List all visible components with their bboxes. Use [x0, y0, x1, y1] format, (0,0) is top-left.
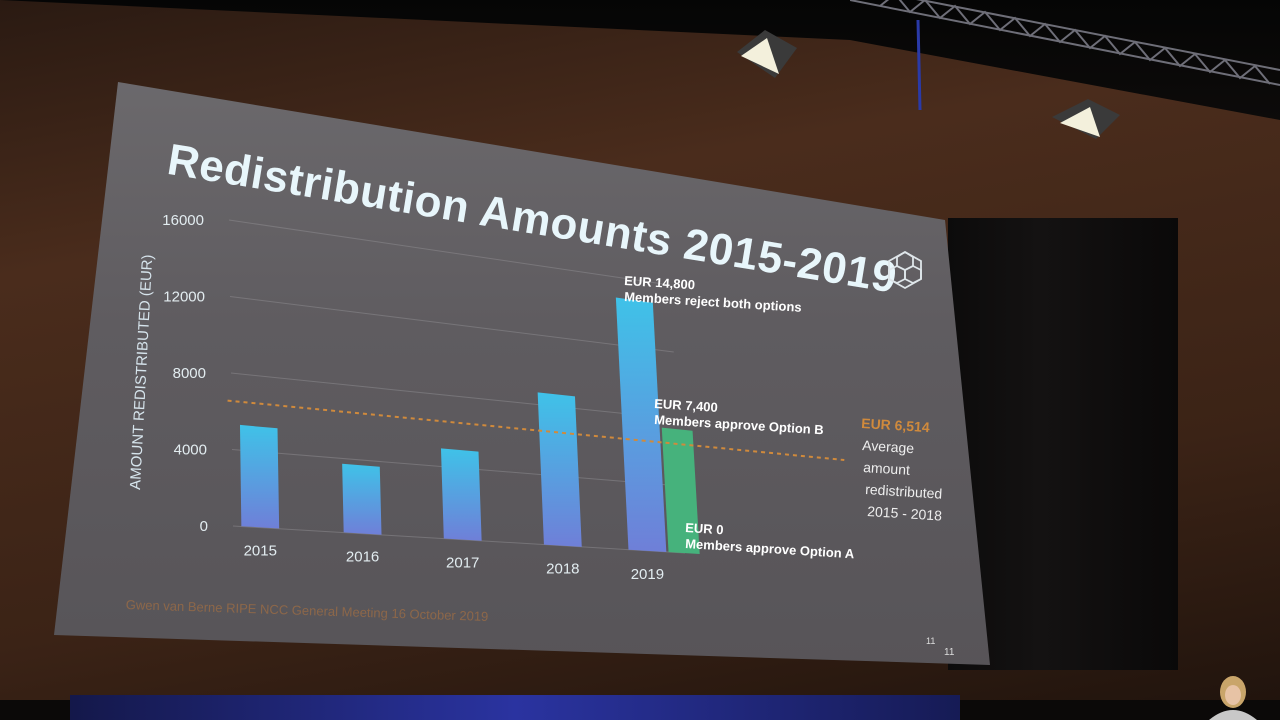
- lighting-truss: [850, 0, 1280, 110]
- x-tick-label: 2016: [346, 549, 379, 566]
- x-tick-label: 2017: [446, 555, 479, 572]
- y-tick-label: 16000: [162, 212, 204, 229]
- gridline: [230, 372, 678, 420]
- speaker-person: [1209, 676, 1257, 720]
- bar-2019-option-b: [661, 427, 700, 555]
- average-value: EUR 6,514: [861, 415, 931, 435]
- slide-number: 11: [926, 636, 935, 646]
- average-caption: redistributed: [865, 481, 943, 502]
- y-tick-label: 12000: [163, 289, 205, 306]
- gridline: [228, 219, 671, 286]
- average-caption: Average: [862, 437, 915, 456]
- slide-number-corner: 11: [944, 647, 955, 658]
- stage-light: [1052, 99, 1120, 139]
- gridline: [232, 525, 686, 554]
- average-caption: amount: [863, 459, 911, 478]
- stage-curtain: [948, 218, 1178, 670]
- y-tick-label: 0: [200, 518, 208, 535]
- x-tick-label: 2018: [546, 561, 579, 578]
- bar-2015: [239, 424, 280, 529]
- bar-2019: [615, 297, 667, 552]
- gridline: [229, 296, 674, 353]
- bar-2018: [537, 392, 582, 547]
- annotation-value: EUR 14,800: [624, 273, 696, 292]
- annotation-value: EUR 0: [685, 520, 724, 537]
- cube-logo-icon: [888, 250, 922, 290]
- average-caption: 2015 - 2018: [867, 503, 943, 524]
- x-tick-label: 2019: [631, 566, 664, 583]
- y-tick-label: 4000: [174, 442, 207, 459]
- x-tick-label: 2015: [244, 542, 277, 559]
- bar-2017: [440, 448, 482, 541]
- annotation-text: Members approve Option A: [685, 536, 855, 561]
- stage-light: [737, 30, 797, 78]
- bar-2016: [342, 463, 382, 535]
- y-tick-label: 8000: [173, 365, 206, 382]
- y-axis-label: AMOUNT REDISTRIBUTED (EUR): [127, 254, 156, 490]
- annotation-value: EUR 7,400: [654, 396, 718, 415]
- stage-floor-lighting: [70, 695, 960, 720]
